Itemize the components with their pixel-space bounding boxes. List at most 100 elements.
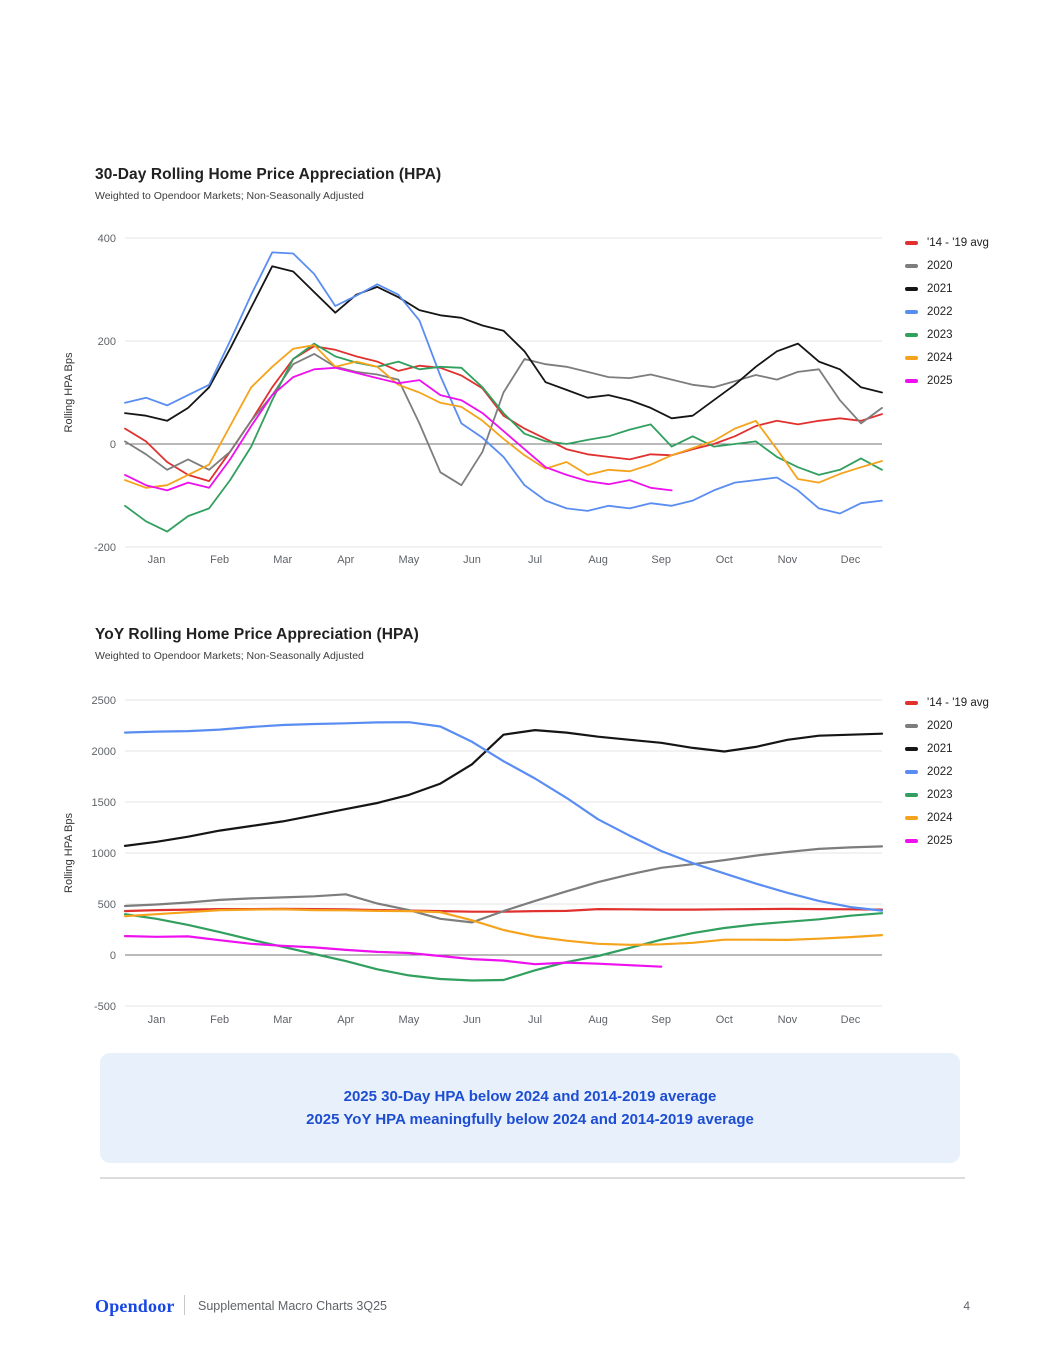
legend-label: 2020 (927, 259, 953, 272)
series-line-2022 (124, 251, 883, 515)
series-line-2021 (123, 728, 884, 847)
legend-swatch (905, 815, 918, 820)
y-tick-label: -200 (94, 542, 116, 554)
chart-yoy-title: YoY Rolling Home Price Appreciation (HPA… (95, 626, 419, 643)
legend-swatch (905, 700, 918, 705)
y-tick-label: 200 (98, 336, 116, 348)
x-tick-label: Feb (210, 554, 229, 566)
legend-swatch (905, 838, 918, 843)
chart-yoy-subtitle: Weighted to Opendoor Markets; Non-Season… (95, 650, 364, 662)
x-tick-label: Jan (148, 554, 166, 566)
legend-swatch (905, 355, 918, 360)
y-tick-label: 2000 (92, 746, 116, 758)
chart-30day-title: 30-Day Rolling Home Price Appreciation (… (95, 166, 442, 183)
legend-swatch (905, 769, 918, 774)
legend-label: 2025 (927, 834, 953, 847)
legend-label: '14 - '19 avg (927, 236, 989, 249)
series-line-2023 (123, 912, 884, 982)
legend-swatch (905, 332, 918, 337)
legend-label: '14 - '19 avg (927, 696, 989, 709)
series-line-2020 (124, 352, 883, 487)
legend-label: 2021 (927, 742, 953, 755)
y-tick-label: -500 (94, 1001, 116, 1013)
footer-separator (184, 1295, 185, 1315)
y-tick-label: 0 (110, 439, 116, 451)
callout-line-1: 2025 30-Day HPA below 2024 and 2014-2019… (343, 1088, 717, 1105)
legend-swatch (905, 263, 918, 268)
series-line-2022 (123, 721, 884, 912)
x-tick-label: Oct (716, 554, 733, 566)
legend-item-2025: 2025 (905, 369, 1050, 392)
x-tick-label: Jun (463, 1014, 481, 1026)
legend-item-2020: 2020 (905, 714, 1050, 737)
series-line-2025 (124, 366, 673, 492)
y-tick-label: 1500 (92, 797, 116, 809)
legend-item-2022: 2022 (905, 300, 1050, 323)
legend-swatch (905, 309, 918, 314)
legend-swatch (905, 378, 918, 383)
legend-swatch (905, 746, 918, 751)
page-footer: Opendoor Supplemental Macro Charts 3Q25 … (0, 1292, 1055, 1322)
legend-item-2023: 2023 (905, 783, 1050, 806)
legend-label: 2024 (927, 351, 953, 364)
series-line-2023 (124, 342, 883, 533)
legend-item-2024: 2024 (905, 806, 1050, 829)
footer-divider-line (100, 1177, 965, 1179)
opendoor-logo: Opendoor (95, 1296, 175, 1316)
chart-30day-subtitle: Weighted to Opendoor Markets; Non-Season… (95, 190, 364, 202)
x-tick-label: Jul (528, 554, 542, 566)
x-tick-label: Nov (778, 554, 798, 566)
x-tick-label: May (398, 554, 419, 566)
x-tick-label: Oct (716, 1014, 733, 1026)
y-axis-title: Rolling HPA Bps (63, 352, 75, 432)
series-line-2020 (123, 845, 884, 924)
x-tick-label: Aug (588, 554, 608, 566)
x-tick-label: Apr (337, 1014, 354, 1026)
x-tick-label: Jul (528, 1014, 542, 1026)
legend-label: 2021 (927, 282, 953, 295)
chart-yoy-legend: '14 - '19 avg 2020 2021 2022 2023 2024 2025 (905, 691, 1050, 852)
x-tick-label: Dec (841, 1014, 861, 1026)
x-tick-label: Sep (651, 554, 671, 566)
x-tick-label: Sep (651, 1014, 671, 1026)
series-line-2024 (123, 908, 884, 946)
series-line-2021 (124, 265, 883, 422)
footer-title: Supplemental Macro Charts 3Q25 (198, 1299, 387, 1313)
chart-yoy-canvas: 2500 2000 1500 1000 500 0 -500 Jan Feb Mar Apr May J… (63, 695, 884, 1026)
x-tick-label: Feb (210, 1014, 229, 1026)
callout-box: 2025 30-Day HPA below 2024 and 2014-2019… (100, 1053, 960, 1163)
legend-item-2021: 2021 (905, 737, 1050, 760)
legend-label: 2025 (927, 374, 953, 387)
legend-label: 2022 (927, 765, 953, 778)
x-tick-label: Nov (778, 1014, 798, 1026)
x-tick-label: Jun (463, 554, 481, 566)
legend-item--14-19-avg: '14 - '19 avg (905, 691, 1050, 714)
y-tick-label: 1000 (92, 848, 116, 860)
chart-30day-legend: '14 - '19 avg 2020 2021 2022 2023 2024 2025 (905, 231, 1050, 392)
y-tick-label: 2500 (92, 695, 116, 707)
x-tick-label: Aug (588, 1014, 608, 1026)
callout-line-2: 2025 YoY HPA meaningfully below 2024 and… (306, 1111, 754, 1128)
legend-swatch (905, 723, 918, 728)
legend-label: 2023 (927, 328, 953, 341)
series-line-2024 (124, 344, 883, 489)
legend-item-2025: 2025 (905, 829, 1050, 852)
legend-label: 2022 (927, 305, 953, 318)
legend-swatch (905, 240, 918, 245)
legend-swatch (905, 286, 918, 291)
legend-swatch (905, 792, 918, 797)
legend-label: 2024 (927, 811, 953, 824)
x-tick-label: Mar (273, 554, 292, 566)
series-line-2025 (123, 935, 663, 968)
legend-label: 2020 (927, 719, 953, 732)
page-number: 4 (963, 1299, 970, 1313)
x-tick-label: Mar (273, 1014, 292, 1026)
x-tick-label: May (398, 1014, 419, 1026)
x-tick-label: Dec (841, 554, 861, 566)
y-tick-label: 0 (110, 950, 116, 962)
legend-item-2023: 2023 (905, 323, 1050, 346)
legend-item-2020: 2020 (905, 254, 1050, 277)
y-tick-label: 400 (98, 233, 116, 245)
y-axis-title: Rolling HPA Bps (63, 813, 75, 893)
